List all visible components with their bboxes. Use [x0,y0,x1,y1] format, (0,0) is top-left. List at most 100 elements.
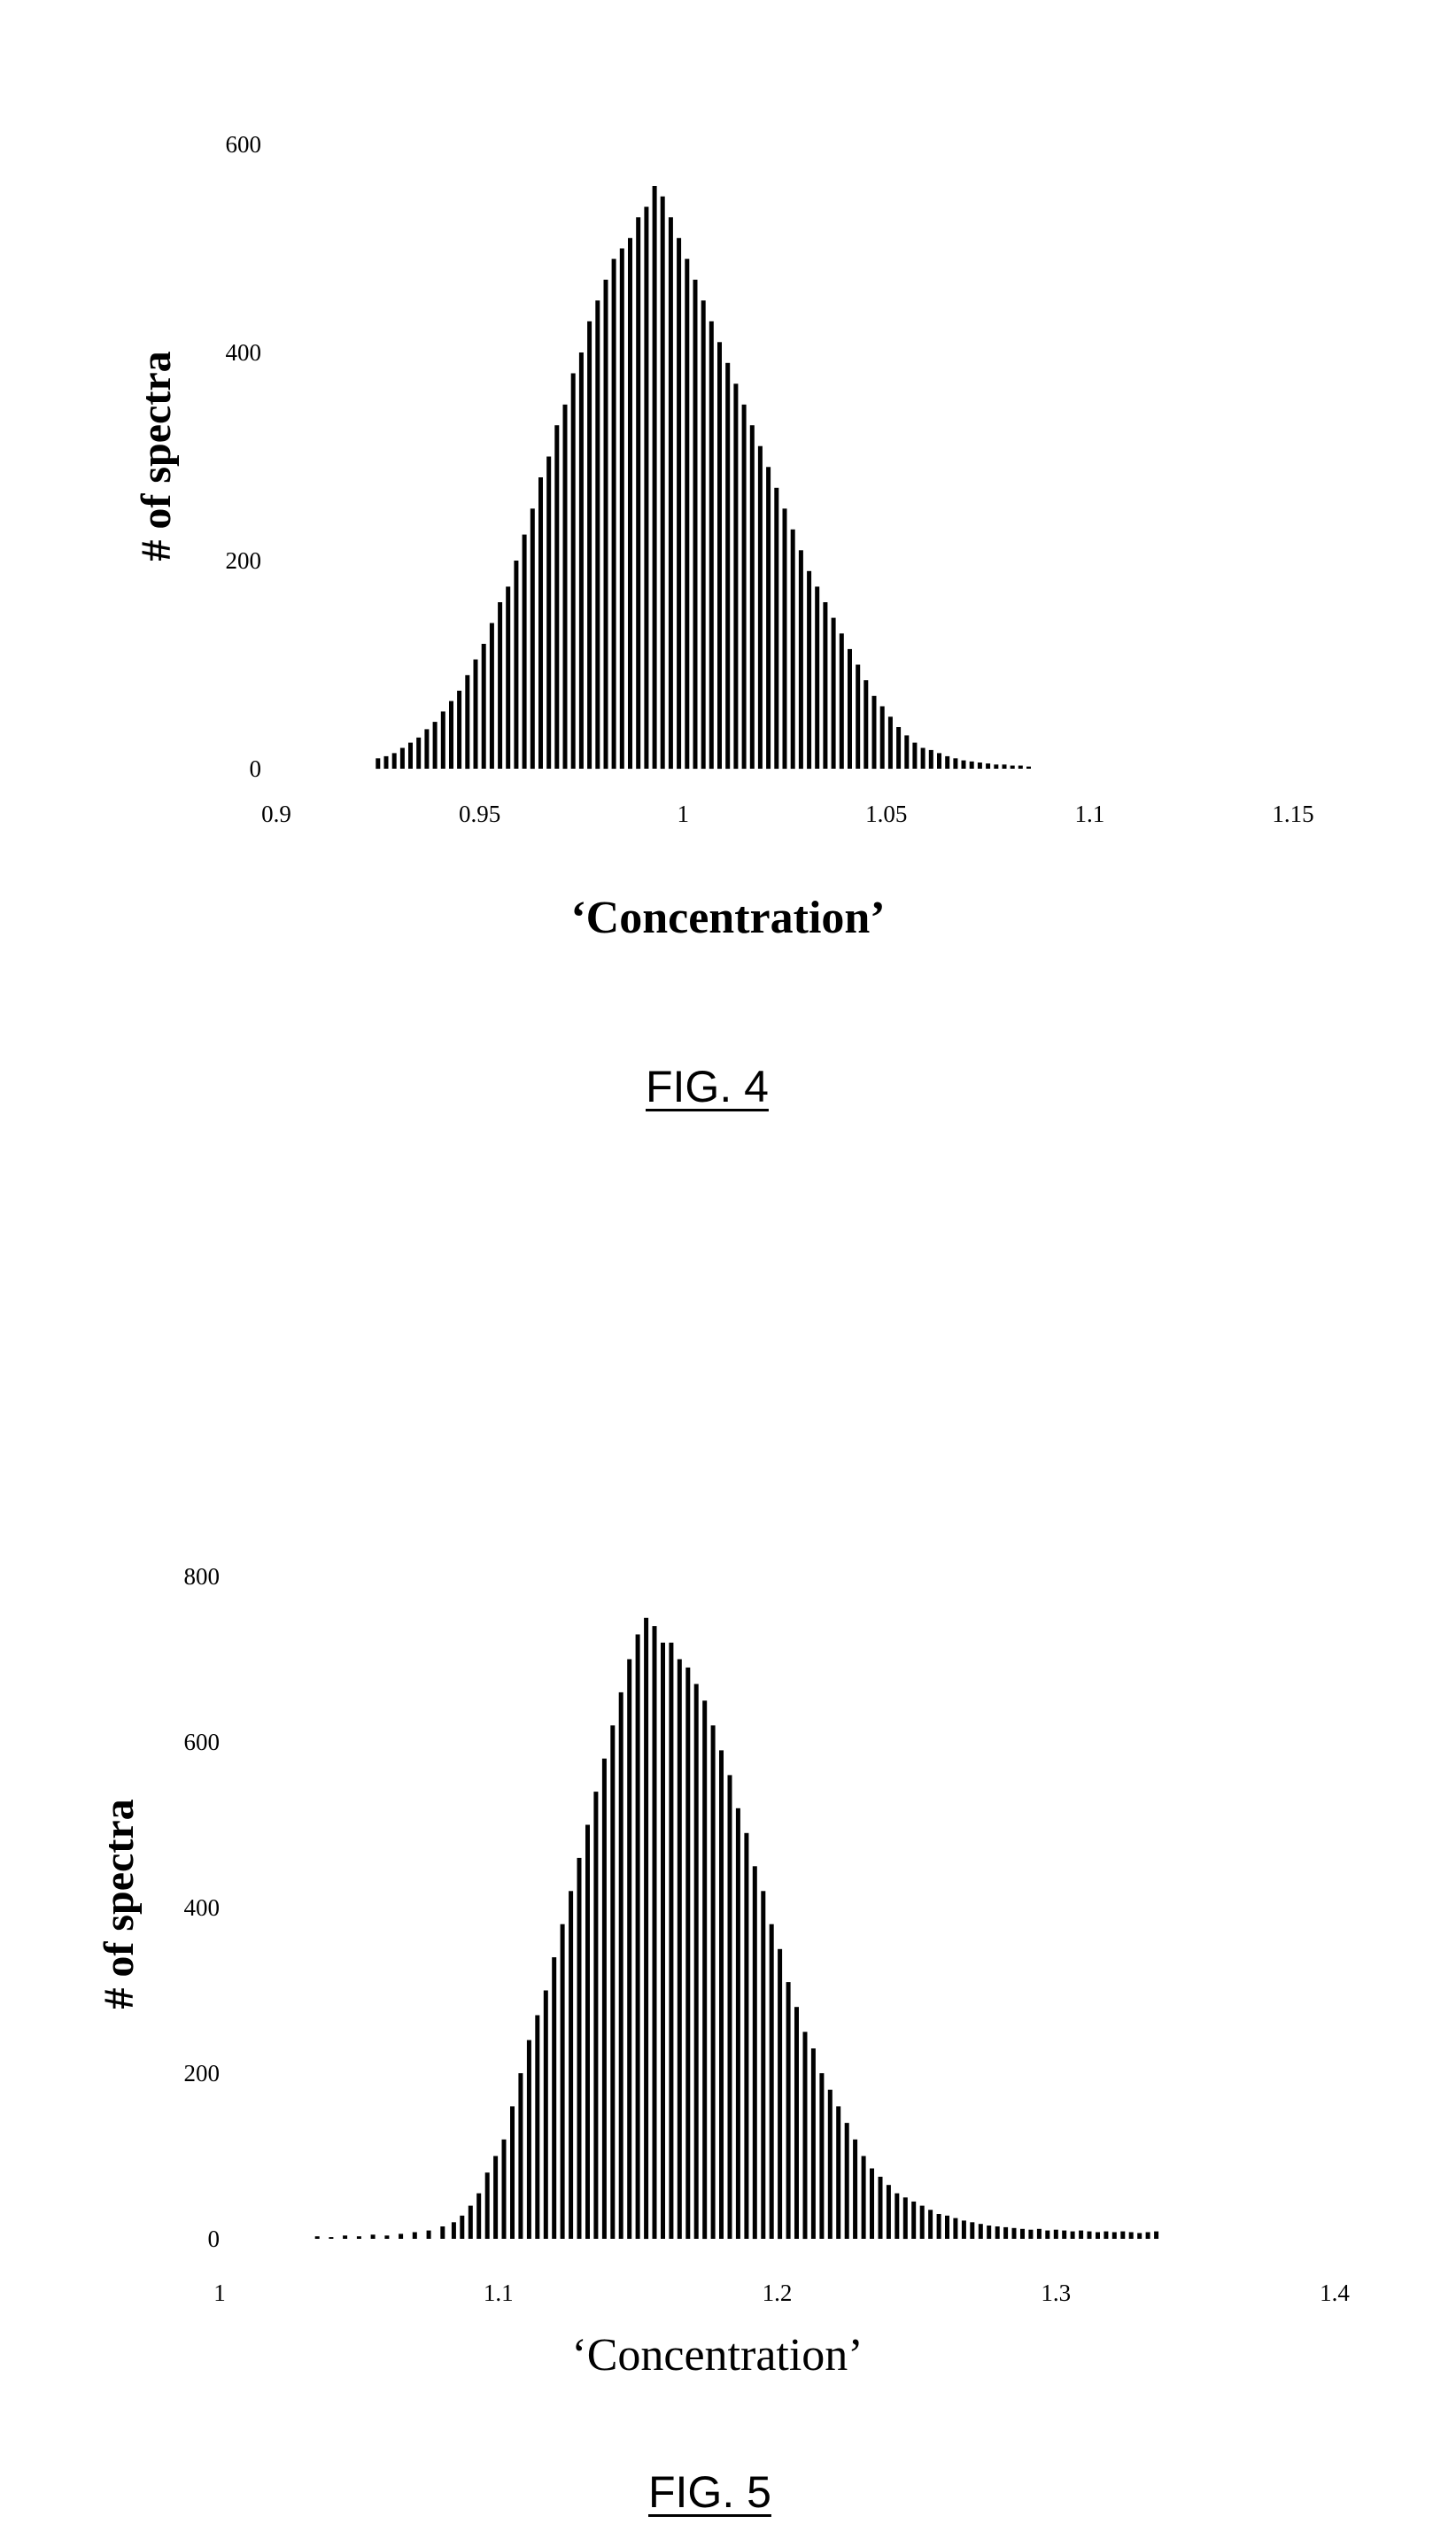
bar-fig5-49 [778,1949,782,2239]
bar-fig4-55 [823,602,827,769]
bar-fig4-8 [441,711,445,769]
bar-fig4-50 [783,508,787,769]
bar-fig4-11 [465,675,469,769]
bar-fig5-13 [476,2194,481,2239]
bar-fig4-40 [701,300,706,769]
bar-fig5-21 [544,1991,548,2240]
bar-fig5-33 [644,1618,648,2239]
bars-fig4 [376,186,1031,769]
bar-fig5-62 [887,2185,891,2239]
bar-fig5-52 [803,2032,808,2239]
x-tick-label-fig4-4: 1.1 [1075,801,1105,827]
x-axis-label-fig4: ‘Concentration’ [570,893,885,943]
bar-fig4-45 [742,405,747,769]
x-tick-label-fig5-0: 1 [213,2280,226,2306]
bar-fig4-26 [587,321,592,769]
bar-fig5-36 [669,1643,673,2239]
x-tick-label-fig4-0: 0.9 [261,801,291,827]
bar-fig5-50 [786,1982,791,2239]
bar-fig5-81 [1045,2231,1049,2239]
bar-fig4-69 [937,753,941,769]
bar-fig5-1 [329,2237,333,2239]
bar-fig4-37 [677,238,681,769]
bar-fig4-74 [978,763,982,769]
bar-fig4-79 [1018,766,1023,770]
bar-fig5-28 [602,1759,607,2239]
bar-fig5-93 [1146,2233,1150,2240]
bar-fig4-0 [376,758,380,769]
bar-fig5-35 [661,1643,665,2239]
bar-fig4-19 [531,508,535,769]
bar-fig5-46 [753,1866,757,2239]
bar-fig5-15 [493,2156,498,2240]
bar-fig4-16 [506,586,510,769]
bar-fig5-92 [1137,2233,1142,2240]
bar-fig4-9 [449,701,453,769]
x-tick-label-fig4-1: 0.95 [459,801,500,827]
bar-fig4-30 [620,249,624,770]
bar-fig4-43 [725,363,730,769]
bar-fig5-27 [593,1792,598,2239]
bar-fig5-24 [569,1891,573,2239]
bar-fig5-71 [962,2220,966,2239]
bar-fig4-24 [571,374,576,770]
bar-fig5-4 [371,2234,376,2239]
bar-fig5-19 [527,2040,531,2239]
bar-fig5-75 [995,2226,1000,2239]
bar-fig4-70 [945,756,949,769]
bar-fig5-84 [1071,2232,1075,2239]
bar-fig4-33 [644,207,648,770]
bar-fig5-30 [619,1692,623,2239]
bar-fig5-3 [357,2236,361,2239]
bar-fig4-57 [840,633,844,769]
bar-fig5-70 [953,2218,957,2239]
bar-fig5-8 [427,2231,431,2239]
bar-fig5-87 [1096,2233,1100,2240]
bar-fig4-4 [408,743,413,769]
bar-fig4-46 [750,425,755,769]
chart-fig4: 0.90.9511.051.11.15 0200400600 # of spec… [0,0,1456,1151]
bar-fig5-58 [853,2140,857,2239]
bar-fig4-28 [604,280,608,769]
y-ticks-fig5: 0200400600800 [184,1563,221,2252]
bar-fig5-5 [384,2235,389,2239]
bar-fig4-56 [832,618,836,769]
y-tick-label-fig4-2: 400 [226,339,262,366]
bar-fig5-79 [1028,2230,1033,2239]
bar-fig4-54 [815,586,819,769]
bar-fig5-64 [903,2197,908,2239]
bar-fig5-60 [870,2169,874,2240]
bar-fig5-26 [585,1825,590,2240]
bar-fig4-12 [474,660,478,769]
bar-fig5-59 [862,2156,866,2240]
bar-fig4-1 [384,756,389,769]
bar-fig4-21 [546,457,551,770]
bar-fig5-56 [836,2106,840,2239]
bar-fig5-63 [895,2194,899,2239]
bar-fig4-67 [921,748,925,770]
bar-fig4-20 [538,477,543,769]
bar-fig5-18 [518,2073,523,2239]
bar-fig5-89 [1112,2233,1117,2240]
bar-fig5-47 [761,1891,765,2239]
bar-fig5-94 [1154,2232,1158,2239]
bar-fig5-82 [1054,2230,1058,2239]
bar-fig5-7 [413,2233,417,2240]
y-tick-label-fig5-3: 600 [184,1729,221,1755]
bar-fig5-85 [1079,2231,1083,2239]
bar-fig5-72 [970,2222,974,2239]
bar-fig4-48 [766,467,771,769]
bar-fig5-57 [845,2123,849,2239]
bar-fig4-72 [962,761,966,769]
bar-fig4-51 [791,530,795,769]
bar-fig5-39 [694,1684,699,2240]
bar-fig5-11 [460,2216,464,2239]
bar-fig4-5 [416,738,421,769]
bar-fig5-37 [678,1660,682,2240]
bar-fig4-22 [554,425,559,769]
bar-fig4-80 [1026,767,1031,769]
bar-fig4-6 [424,729,429,769]
bar-fig4-36 [669,217,673,769]
bar-fig5-77 [1012,2228,1017,2239]
bar-fig4-14 [490,623,494,770]
